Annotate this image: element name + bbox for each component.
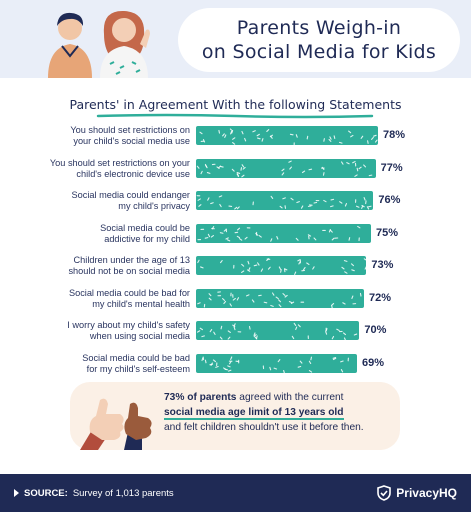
fact-card <box>70 382 400 450</box>
bar-value-label: 69% <box>362 356 385 369</box>
source-note: SOURCE: Survey of 1,013 parents <box>14 488 174 499</box>
bar <box>196 158 376 178</box>
fact-text: 73% of parents agreed with the current s… <box>164 390 394 435</box>
bar-label: Social media could endanger my child's pr… <box>0 190 191 212</box>
bar-label-line: my child's mental health <box>92 298 190 309</box>
bar-value-label: 77% <box>380 161 403 174</box>
bar-value-label: 76% <box>378 194 401 206</box>
thumbs-up-hands-illustration <box>80 398 152 450</box>
fact-highlight-age-limit: social media age limit of 13 years old <box>164 407 344 420</box>
bar-label-line: your child's social media use <box>73 136 190 146</box>
bar-label: You should set restrictions on your child… <box>0 158 190 180</box>
footer: SOURCE: Survey of 1,013 parents PrivacyH… <box>0 474 471 512</box>
bar-label-line: You should set restrictions on your <box>49 157 190 168</box>
source-arrow-icon <box>14 489 19 497</box>
source-text: Survey of 1,013 parents <box>72 487 174 499</box>
chart-title: Parents' in Agreement With the following… <box>69 97 402 112</box>
bar-label-line: Social media could be bad for <box>68 287 190 298</box>
bar <box>196 126 378 145</box>
bar-label-line: child's electronic device use <box>76 168 190 179</box>
brand-logo: PrivacyHQ <box>377 485 457 501</box>
bar <box>196 223 371 243</box>
bar-label-line: Children under the age of 13 <box>73 255 190 265</box>
bar <box>196 321 360 340</box>
fact-highlight-percent: 73% of parents <box>164 392 237 403</box>
bar-label: I worry about my child's safety when usin… <box>0 320 190 342</box>
brand-name: PrivacyHQ <box>396 486 457 500</box>
bar-label-line: when using social media <box>89 331 190 341</box>
source-label: SOURCE: <box>24 487 68 499</box>
bar-value-label: 75% <box>376 226 399 239</box>
bar-label-line: my child's privacy <box>118 201 190 211</box>
bar-label-line: Social media could endanger <box>71 190 191 200</box>
bar-label-line: Social media could be bad <box>82 352 190 363</box>
page-title-line-1: Parents Weigh-in <box>236 17 402 39</box>
bar-label: Social media could be bad for my child's … <box>0 288 190 310</box>
bar-label: Social media could be bad for my child's … <box>0 353 190 375</box>
privacyhq-shield-logo <box>377 485 392 501</box>
parents-illustration <box>48 10 150 78</box>
bar <box>196 256 367 275</box>
bar-label-line: should not be on social media <box>68 266 190 276</box>
bar-label-line: addictive for my child <box>104 233 190 244</box>
bar-label-line: You should set restrictions on <box>70 125 190 135</box>
bar <box>196 191 374 210</box>
bar-label-line: I worry about my child's safety <box>67 320 190 330</box>
fact-text-ending: and felt children shouldn't use it befor… <box>164 422 364 433</box>
bar <box>196 353 357 373</box>
bar-label-line: Social media could be <box>100 222 190 233</box>
title-card: Parents Weigh-in on Social Media for Kid… <box>178 8 460 72</box>
chart-title-underline <box>96 113 374 119</box>
bar <box>196 288 364 308</box>
bar-label-line: for my child's self-esteem <box>86 363 190 374</box>
bar-value-label: 70% <box>364 324 387 336</box>
bar-label: Children under the age of 13 should not b… <box>0 255 190 277</box>
page-title-line-2: on Social Media for Kids <box>201 41 437 63</box>
fact-text-part: agreed with the current <box>236 392 344 403</box>
bar-label: Social media could be addictive for my ch… <box>0 223 190 245</box>
bar-value-label: 73% <box>371 259 394 271</box>
bar-value-label: 72% <box>369 291 392 304</box>
bar-label: You should set restrictions on your child… <box>0 125 190 147</box>
bar-value-label: 78% <box>383 129 406 141</box>
